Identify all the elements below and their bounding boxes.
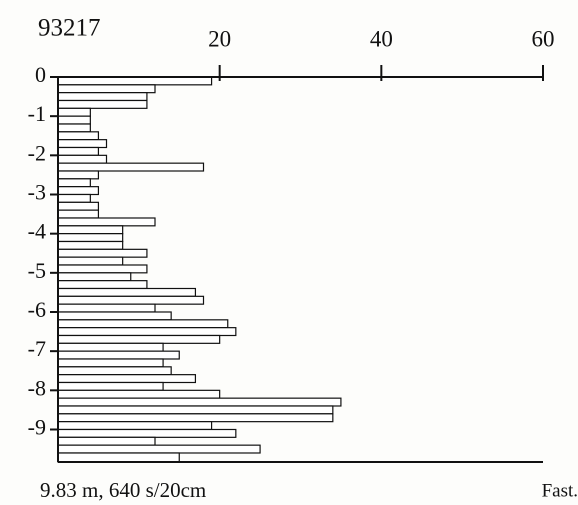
- bar: [57, 115, 91, 125]
- bar: [57, 256, 124, 266]
- bar: [57, 428, 237, 438]
- x-tick-label: 40: [370, 26, 393, 51]
- bar: [57, 92, 148, 102]
- bar: [57, 436, 156, 446]
- bar: [57, 248, 148, 258]
- bar: [57, 170, 100, 180]
- y-tick-label: -4: [28, 219, 46, 244]
- bar: [57, 397, 342, 407]
- bar: [57, 350, 180, 360]
- annotation: Fast.: [542, 480, 578, 501]
- bar: [57, 123, 91, 133]
- bar: [57, 154, 108, 164]
- bar: [57, 303, 156, 313]
- bar: [57, 162, 205, 172]
- y-tick-label: -6: [28, 297, 46, 322]
- bar: [57, 413, 334, 423]
- bar: [57, 186, 100, 196]
- y-tick-label: -7: [28, 336, 46, 361]
- y-tick-label: -5: [28, 258, 46, 283]
- y-tick-label: -3: [28, 180, 46, 205]
- bar: [57, 358, 164, 368]
- y-tick-label: -2: [28, 140, 46, 165]
- bar: [57, 334, 221, 344]
- bar: [57, 139, 108, 149]
- y-tick-label: -8: [28, 375, 46, 400]
- bar: [57, 99, 148, 109]
- bar: [57, 381, 164, 391]
- bar: [57, 209, 100, 219]
- y-tick-label: -9: [28, 415, 46, 440]
- bar: [57, 287, 197, 297]
- bar: [57, 76, 213, 86]
- bar: [57, 225, 124, 235]
- bar: [57, 131, 100, 141]
- y-tick-label: 0: [35, 62, 46, 87]
- subtitle: 9.83 m, 640 s/20cm: [40, 478, 206, 502]
- bar: [57, 107, 91, 117]
- bar: [57, 240, 124, 250]
- bar: [57, 374, 197, 384]
- bar: [57, 311, 172, 321]
- bar: [57, 201, 100, 211]
- bar: [57, 233, 124, 243]
- bar: [57, 178, 91, 188]
- bar: [57, 389, 221, 399]
- bar: [57, 327, 237, 337]
- bar: [57, 295, 205, 305]
- bar: [57, 272, 132, 282]
- x-tick-label: 60: [532, 26, 555, 51]
- bar: [57, 280, 148, 290]
- bar: [57, 444, 261, 454]
- x-tick-label: 20: [208, 26, 231, 51]
- bar: [57, 342, 164, 352]
- bar: [57, 452, 180, 463]
- bar: [57, 146, 100, 156]
- bar: [57, 366, 172, 376]
- bar: [57, 217, 156, 227]
- bar: [57, 264, 148, 274]
- chart-title: 93217: [38, 15, 101, 42]
- bar: [57, 193, 91, 203]
- bar: [57, 319, 229, 329]
- bar: [57, 84, 156, 94]
- y-tick-label: -1: [28, 101, 46, 126]
- bar: [57, 421, 213, 431]
- bar: [57, 405, 334, 415]
